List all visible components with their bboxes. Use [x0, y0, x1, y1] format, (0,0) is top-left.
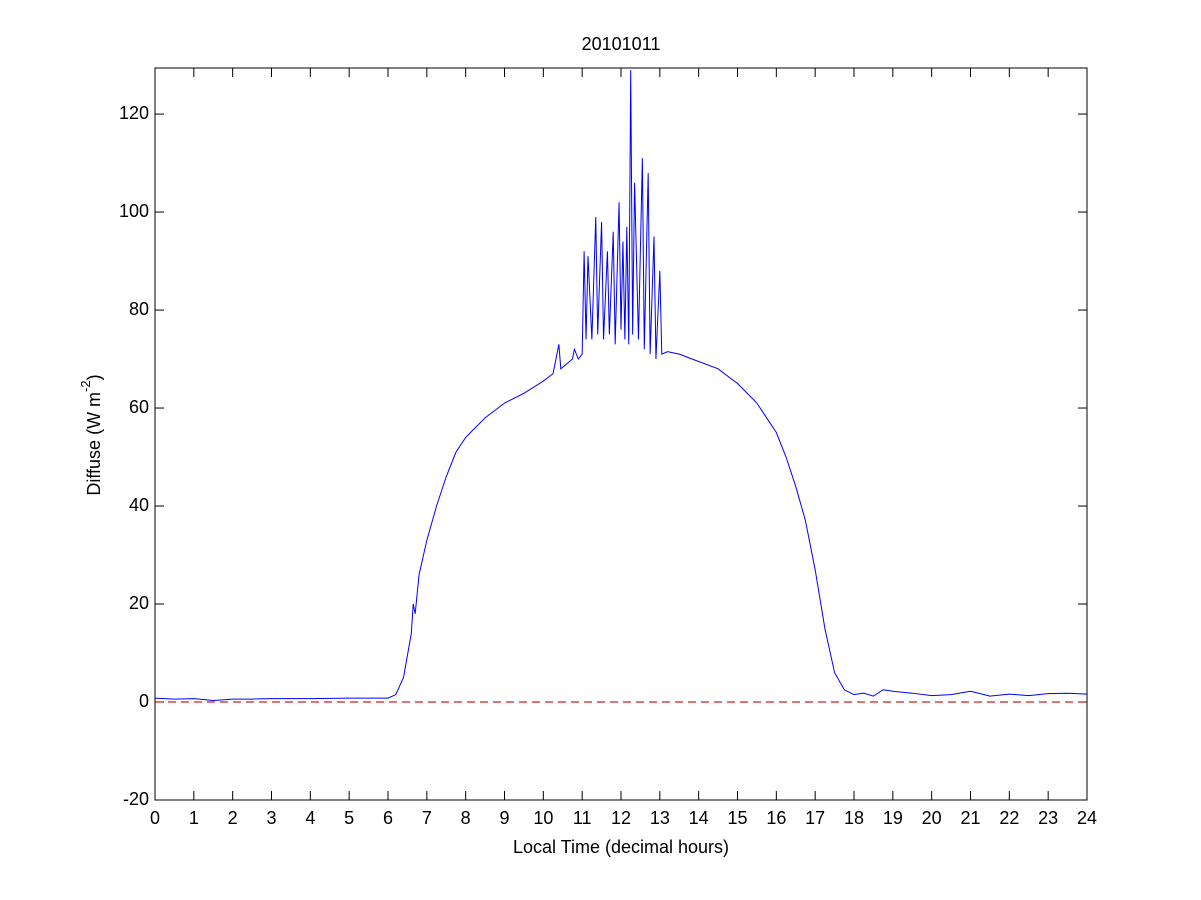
- x-tick-label: 22: [999, 808, 1019, 828]
- y-tick-label: 100: [119, 201, 149, 221]
- x-tick-label: 1: [189, 808, 199, 828]
- y-label-text: Diffuse (W m: [84, 392, 104, 496]
- x-tick-label: 23: [1038, 808, 1058, 828]
- y-tick-label: 60: [129, 397, 149, 417]
- y-axis-label: Diffuse (W m-2): [78, 374, 103, 495]
- x-tick-label: 17: [805, 808, 825, 828]
- x-tick-label: 5: [344, 808, 354, 828]
- x-tick-label: 20: [922, 808, 942, 828]
- x-tick-label: 10: [533, 808, 553, 828]
- y-label-end: ): [84, 374, 104, 380]
- y-tick-label: 80: [129, 299, 149, 319]
- y-tick-label: 0: [139, 691, 149, 711]
- y-tick-label: 120: [119, 103, 149, 123]
- x-tick-label: 7: [422, 808, 432, 828]
- y-tick-label: 20: [129, 593, 149, 613]
- chart-title: 20101011: [582, 34, 661, 54]
- x-tick-label: 12: [611, 808, 631, 828]
- x-tick-label: 0: [150, 808, 160, 828]
- x-tick-label: 6: [383, 808, 393, 828]
- y-tick-label: -20: [123, 789, 149, 809]
- x-tick-label: 11: [573, 808, 592, 828]
- x-tick-label: 18: [844, 808, 864, 828]
- x-tick-label: 13: [650, 808, 670, 828]
- y-tick-label: 40: [129, 495, 149, 515]
- x-tick-label: 14: [689, 808, 709, 828]
- x-tick-label: 2: [228, 808, 238, 828]
- plot-area: [155, 68, 1087, 800]
- x-tick-label: 19: [883, 808, 903, 828]
- data-line: [154, 69, 1088, 702]
- x-tick-label: 15: [727, 808, 747, 828]
- x-tick-label: 16: [766, 808, 786, 828]
- x-axis-label: Local Time (decimal hours): [513, 837, 729, 857]
- x-tick-label: 8: [461, 808, 471, 828]
- x-tick-label: 24: [1077, 808, 1097, 828]
- x-tick-label: 21: [960, 808, 980, 828]
- x-tick-label: 4: [305, 808, 315, 828]
- x-tick-label: 9: [499, 808, 509, 828]
- axes-box: [154, 67, 1088, 801]
- x-tick-label: 3: [266, 808, 276, 828]
- y-label-sup: -2: [78, 380, 93, 392]
